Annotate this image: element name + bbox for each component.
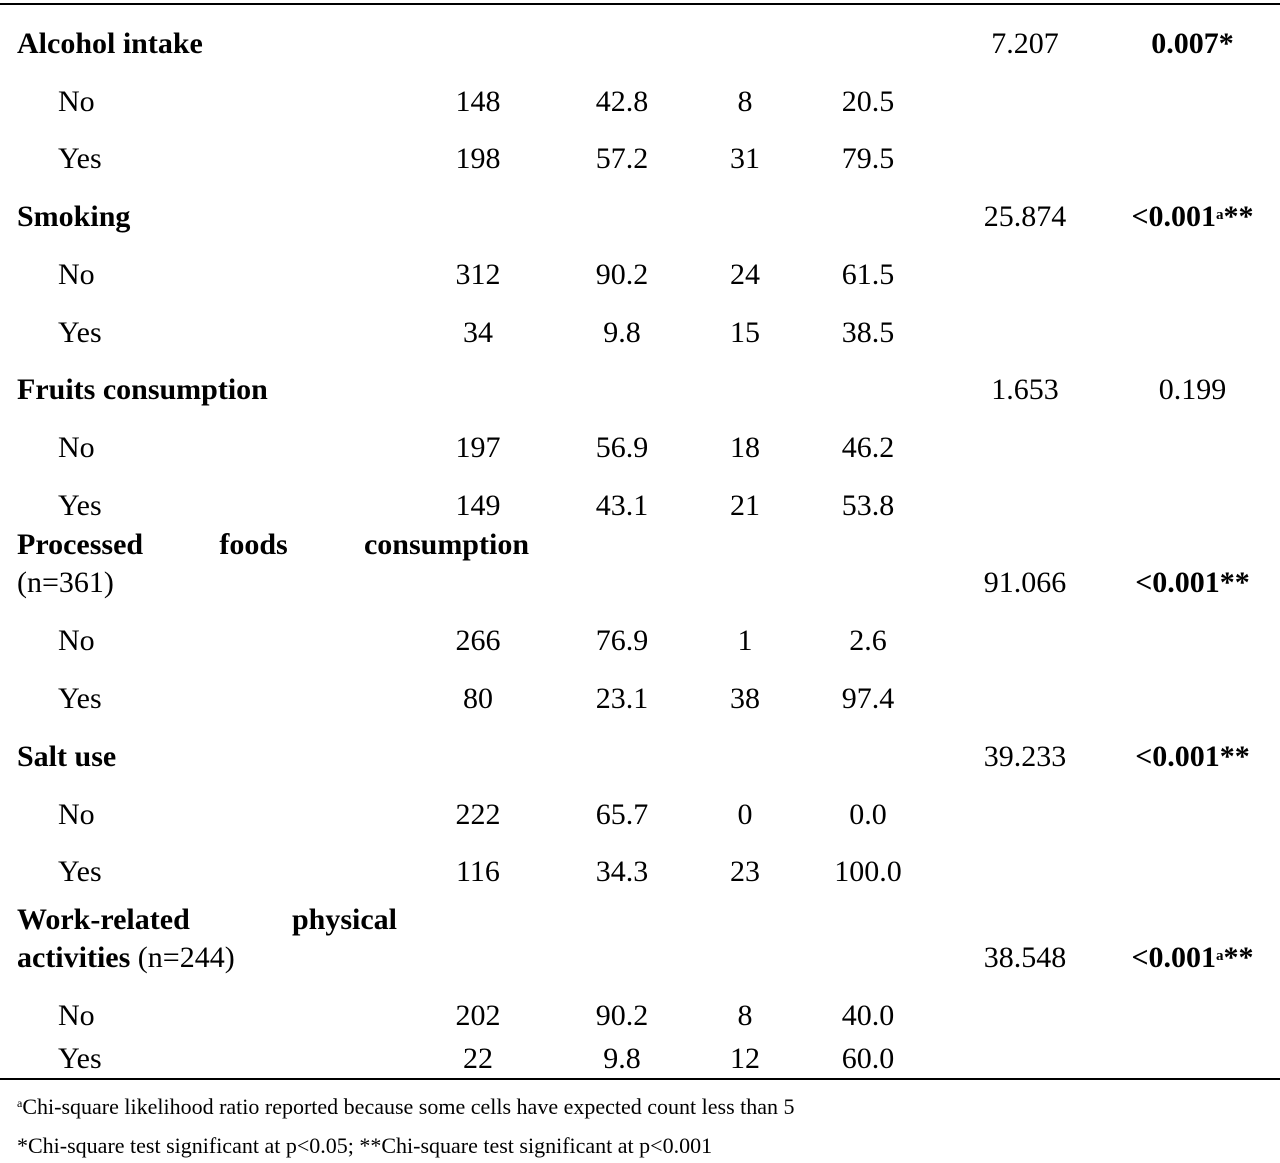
footnote-significance: *Chi-square test significant at p<0.05; … xyxy=(17,1133,713,1158)
p-value: 0.007* xyxy=(1151,27,1234,60)
table-cell: 76.9 xyxy=(595,624,649,657)
variable-label: Alcohol intake xyxy=(17,27,203,60)
table-cell: 202 xyxy=(455,999,501,1032)
variable-label-continued: activities (n=244) xyxy=(17,941,235,974)
chi-square-value: 91.066 xyxy=(983,566,1067,599)
footnote-likelihood-ratio: aChi-square likelihood ratio reported be… xyxy=(17,1094,795,1119)
level-label: No xyxy=(58,85,95,118)
variable-label: Smoking xyxy=(17,200,131,233)
table-cell: 80 xyxy=(463,682,493,715)
table-cell: 34.3 xyxy=(595,855,649,888)
level-label: No xyxy=(58,624,95,657)
table-cell: 2.6 xyxy=(849,624,887,657)
table-cell: 31 xyxy=(730,142,760,175)
p-value: <0.001** xyxy=(1135,740,1250,773)
chi-square-value: 25.874 xyxy=(983,200,1067,233)
table-cell: 23.1 xyxy=(595,682,649,715)
table-cell: 222 xyxy=(455,798,501,831)
table-cell: 90.2 xyxy=(595,258,649,291)
table-cell: 23 xyxy=(730,855,760,888)
variable-label: Work-related physical xyxy=(17,903,397,936)
table-cell: 97.4 xyxy=(841,682,895,715)
table-cell: 149 xyxy=(455,489,501,522)
variable-label: Salt use xyxy=(17,740,117,773)
table-cell: 22 xyxy=(463,1042,493,1075)
variable-label: Fruits consumption xyxy=(17,373,268,406)
table-top-rule xyxy=(0,3,1280,5)
table-cell: 20.5 xyxy=(841,85,895,118)
level-label: No xyxy=(58,798,95,831)
table-cell: 116 xyxy=(456,855,500,888)
chi-square-value: 7.207 xyxy=(991,27,1059,60)
table-cell: 0.0 xyxy=(849,798,887,831)
table-cell: 148 xyxy=(455,85,501,118)
table-cell: 1 xyxy=(737,624,753,657)
chi-square-value: 38.548 xyxy=(983,941,1067,974)
variable-label: Processed foods consumption xyxy=(17,528,529,561)
table-cell: 57.2 xyxy=(595,142,649,175)
level-label: Yes xyxy=(58,682,102,715)
table-cell: 60.0 xyxy=(841,1042,895,1075)
table-cell: 12 xyxy=(730,1042,760,1075)
p-value: <0.001a** xyxy=(1131,200,1254,233)
table-cell: 197 xyxy=(455,431,501,464)
table-cell: 21 xyxy=(730,489,760,522)
table-cell: 100.0 xyxy=(834,855,902,888)
table-cell: 65.7 xyxy=(595,798,649,831)
table-cell: 90.2 xyxy=(595,999,649,1032)
chi-square-value: 1.653 xyxy=(991,373,1059,406)
p-value: <0.001a** xyxy=(1131,941,1254,974)
table-cell: 40.0 xyxy=(841,999,895,1032)
level-label: No xyxy=(58,431,95,464)
table-cell: 312 xyxy=(455,258,501,291)
table-cell: 46.2 xyxy=(841,431,895,464)
level-label: Yes xyxy=(58,489,102,522)
p-value: <0.001** xyxy=(1135,566,1250,599)
table-cell: 8 xyxy=(737,85,753,118)
level-label: Yes xyxy=(58,855,102,888)
level-label: No xyxy=(58,999,95,1032)
table-cell: 0 xyxy=(737,798,753,831)
table-bottom-rule xyxy=(0,1078,1280,1080)
variable-sample-size: (n=361) xyxy=(17,566,114,599)
table-cell: 56.9 xyxy=(595,431,649,464)
level-label: Yes xyxy=(58,316,102,349)
table-cell: 9.8 xyxy=(603,1042,641,1075)
table-cell: 18 xyxy=(730,431,760,464)
table-cell: 15 xyxy=(730,316,760,349)
table-cell: 53.8 xyxy=(841,489,895,522)
level-label: Yes xyxy=(58,1042,102,1075)
level-label: No xyxy=(58,258,95,291)
table-cell: 79.5 xyxy=(841,142,895,175)
table-cell: 34 xyxy=(463,316,493,349)
table-cell: 8 xyxy=(737,999,753,1032)
table-cell: 38.5 xyxy=(841,316,895,349)
level-label: Yes xyxy=(58,142,102,175)
p-value: 0.199 xyxy=(1158,373,1227,406)
table-cell: 42.8 xyxy=(595,85,649,118)
chi-square-value: 39.233 xyxy=(983,740,1067,773)
table-cell: 61.5 xyxy=(841,258,895,291)
table-cell: 266 xyxy=(455,624,501,657)
table-cell: 24 xyxy=(730,258,760,291)
table-cell: 9.8 xyxy=(603,316,641,349)
table-cell: 43.1 xyxy=(595,489,649,522)
table-cell: 198 xyxy=(455,142,501,175)
table-cell: 38 xyxy=(730,682,760,715)
